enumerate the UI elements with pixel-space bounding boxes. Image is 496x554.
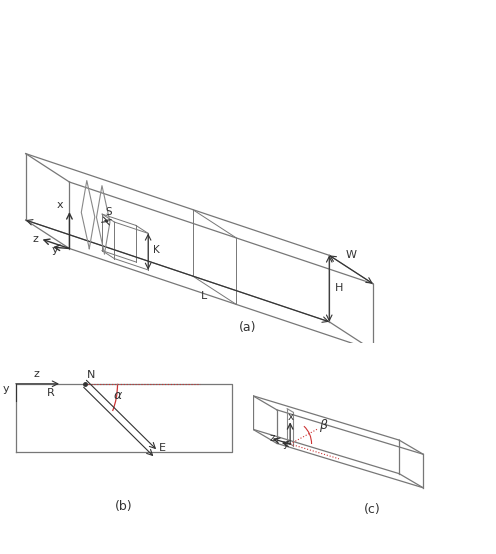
Text: H: H: [335, 283, 343, 293]
Text: E: E: [159, 443, 166, 453]
Text: R: R: [47, 388, 54, 398]
Text: y: y: [283, 439, 289, 449]
Text: $\alpha$: $\alpha$: [113, 389, 123, 402]
Text: K: K: [153, 245, 160, 255]
Text: y: y: [2, 384, 9, 394]
Text: x: x: [57, 200, 63, 210]
Text: x: x: [287, 412, 294, 422]
Text: (c): (c): [364, 503, 380, 516]
Text: N: N: [87, 370, 96, 379]
Text: z: z: [33, 369, 39, 379]
Text: y: y: [52, 245, 58, 255]
Text: (b): (b): [115, 500, 133, 514]
Text: z: z: [33, 234, 39, 244]
Text: S: S: [105, 207, 112, 217]
Text: (a): (a): [239, 321, 257, 334]
Text: z: z: [269, 433, 274, 443]
Text: $\beta$: $\beta$: [319, 417, 328, 434]
Text: L: L: [201, 290, 207, 301]
Text: W: W: [346, 250, 357, 260]
